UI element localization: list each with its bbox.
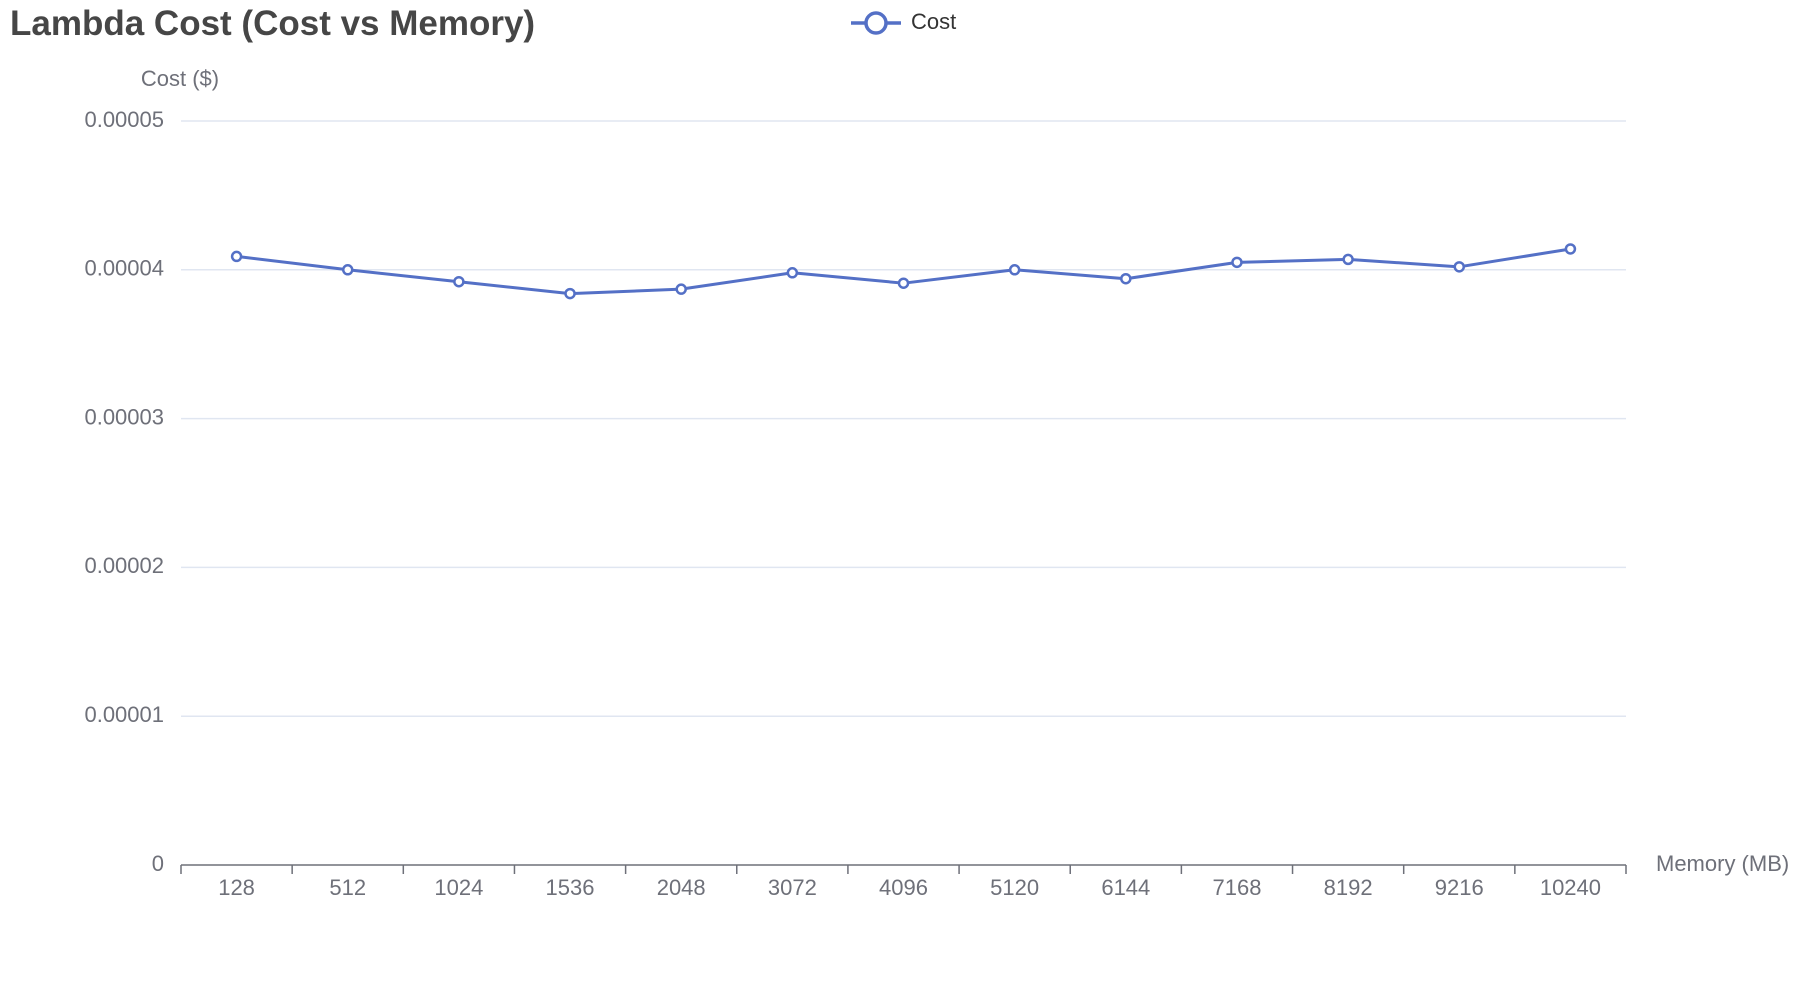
x-tick-label: 5120 bbox=[990, 875, 1039, 900]
x-tick-label: 7168 bbox=[1212, 875, 1261, 900]
x-tick-label: 9216 bbox=[1435, 875, 1484, 900]
y-axis-label: Cost ($) bbox=[141, 66, 219, 91]
x-tick-label: 6144 bbox=[1101, 875, 1150, 900]
grid-lines bbox=[181, 120, 1626, 717]
y-tick-label: 0.00001 bbox=[84, 702, 164, 727]
data-point[interactable] bbox=[1008, 264, 1021, 276]
y-tick-label: 0.00005 bbox=[84, 107, 164, 132]
data-point[interactable] bbox=[675, 283, 687, 295]
x-tick-label: 8192 bbox=[1324, 875, 1373, 900]
legend-marker-icon bbox=[864, 11, 888, 35]
chart-title: Lambda Cost (Cost vs Memory) bbox=[10, 4, 536, 43]
data-point[interactable] bbox=[786, 267, 799, 279]
y-tick-label: 0.00002 bbox=[84, 553, 164, 578]
data-point[interactable] bbox=[897, 277, 910, 289]
x-axis-label: Memory (MB) bbox=[1656, 851, 1789, 876]
data-point[interactable] bbox=[230, 250, 243, 263]
legend-label[interactable]: Cost bbox=[911, 9, 956, 34]
x-tick-label: 2048 bbox=[657, 875, 706, 900]
legend[interactable]: Cost bbox=[851, 9, 956, 35]
data-point[interactable] bbox=[1120, 272, 1132, 285]
data-point[interactable] bbox=[1564, 243, 1577, 255]
data-point[interactable] bbox=[453, 275, 465, 288]
data-point[interactable] bbox=[341, 264, 354, 276]
data-point[interactable] bbox=[1342, 253, 1354, 266]
x-tick-label: 1024 bbox=[434, 875, 483, 900]
x-tick-label: 512 bbox=[329, 875, 366, 900]
y-tick-label: 0.00004 bbox=[84, 256, 164, 281]
series-layer bbox=[230, 243, 1577, 300]
data-point[interactable] bbox=[1231, 256, 1243, 269]
x-tick-label: 128 bbox=[218, 875, 255, 900]
data-point[interactable] bbox=[1453, 261, 1466, 273]
x-tick-label: 1536 bbox=[546, 875, 595, 900]
y-tick-label: 0 bbox=[152, 851, 164, 876]
axes: 0 0.00001 0.00002 0.00003 0.00004 0.00005 128 5… bbox=[84, 66, 1789, 900]
y-tick-label: 0.00003 bbox=[84, 404, 164, 429]
x-tick-label: 4096 bbox=[879, 875, 928, 900]
x-tick-label: 10240 bbox=[1540, 875, 1601, 900]
data-point[interactable] bbox=[564, 287, 576, 300]
x-tick-label: 3072 bbox=[768, 875, 817, 900]
